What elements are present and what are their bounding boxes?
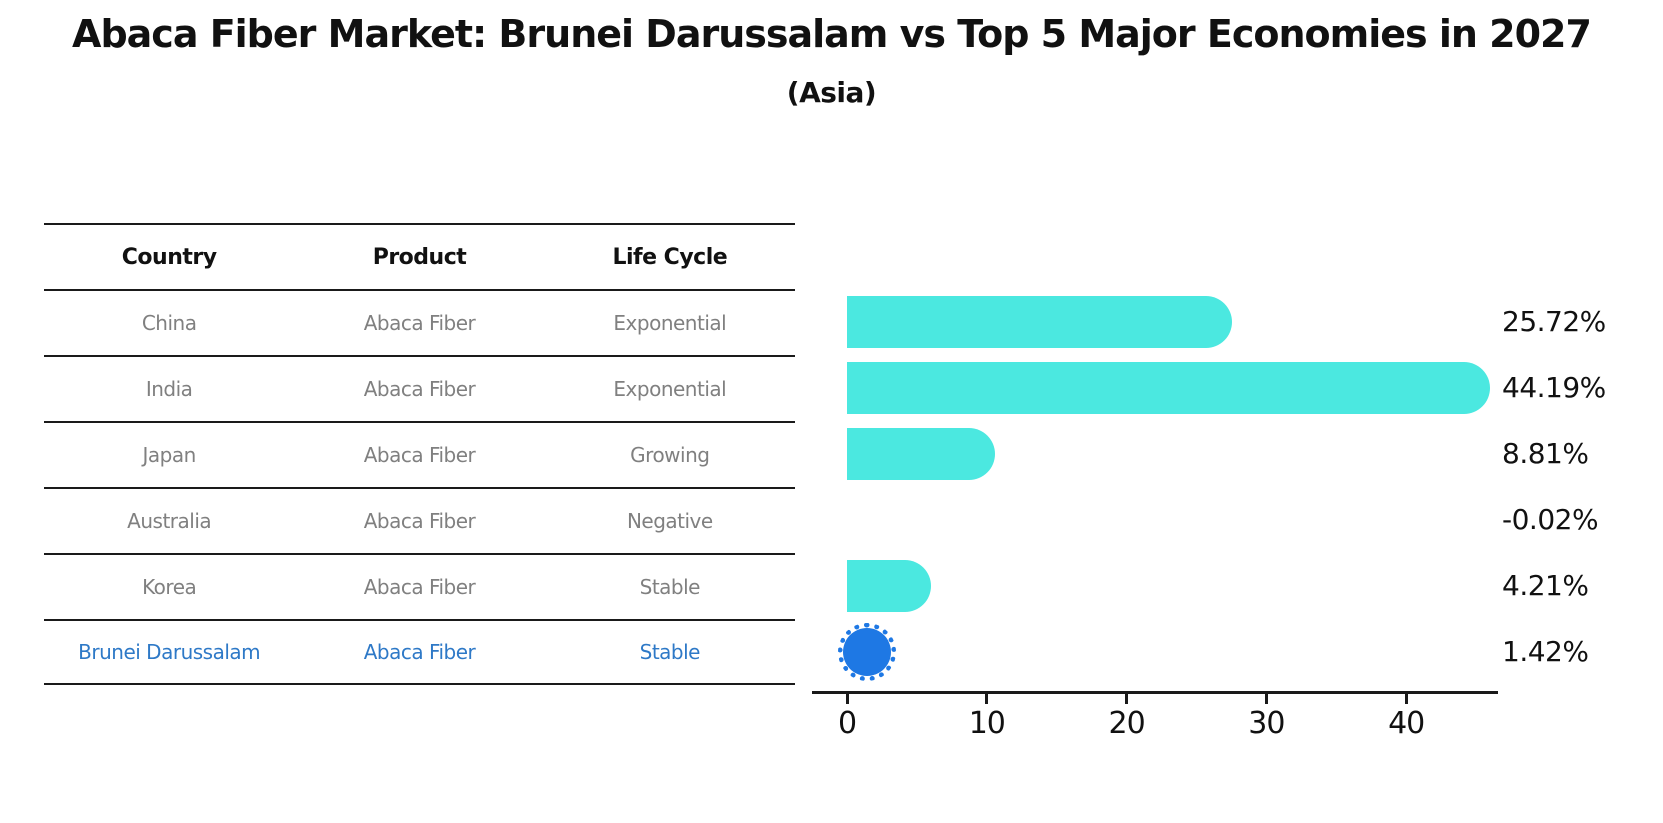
cell-life-cycle: Exponential <box>613 311 727 335</box>
cell-country: Korea <box>142 575 197 599</box>
bar-china <box>847 296 1232 348</box>
x-axis-tick-mark <box>1125 694 1129 704</box>
cell-life-cycle: Growing <box>630 443 710 467</box>
country-table: Country Product Life Cycle China Abaca F… <box>44 223 795 685</box>
table-row-china: China Abaca Fiber Exponential <box>44 289 795 355</box>
column-header-product: Product <box>372 244 467 270</box>
table-header-row: Country Product Life Cycle <box>44 223 795 289</box>
value-label-china: 25.72% <box>1502 305 1606 338</box>
x-axis-line <box>812 691 1498 694</box>
cell-country: India <box>145 377 193 401</box>
cell-country: Brunei Darussalam <box>78 640 261 664</box>
bar-japan <box>847 428 996 480</box>
table-row-india: India Abaca Fiber Exponential <box>44 355 795 421</box>
cell-life-cycle: Stable <box>639 640 701 664</box>
value-label-korea: 4.21% <box>1502 569 1589 602</box>
x-axis-tick-mark <box>845 694 849 704</box>
value-label-australia: -0.02% <box>1502 503 1599 536</box>
value-label-brunei-darussalam: 1.42% <box>1502 635 1589 668</box>
cell-country: Japan <box>142 443 197 467</box>
table-row-korea: Korea Abaca Fiber Stable <box>44 553 795 619</box>
cell-country: Australia <box>127 509 212 533</box>
x-axis-tick-label: 40 <box>1388 706 1425 741</box>
x-axis-tick-label: 20 <box>1108 706 1146 741</box>
chart-subtitle: (Asia) <box>786 76 877 109</box>
cell-country: China <box>141 311 197 335</box>
x-axis-tick-label: 10 <box>968 706 1006 741</box>
x-axis-tick-label: 30 <box>1248 706 1285 741</box>
x-axis-tick-mark <box>1404 694 1408 704</box>
x-axis-tick-mark <box>985 694 989 704</box>
cell-product: Abaca Fiber <box>363 443 476 467</box>
table-row-australia: Australia Abaca Fiber Negative <box>44 487 795 553</box>
cell-product: Abaca Fiber <box>363 377 476 401</box>
table-row-brunei-darussalam: Brunei Darussalam Abaca Fiber Stable <box>44 619 795 685</box>
cell-life-cycle: Exponential <box>613 377 727 401</box>
bar-brunei-darussalam <box>838 623 896 681</box>
bar-korea <box>847 560 931 612</box>
cell-product: Abaca Fiber <box>363 311 476 335</box>
table-row-japan: Japan Abaca Fiber Growing <box>44 421 795 487</box>
cell-product: Abaca Fiber <box>363 640 476 664</box>
x-axis-tick-mark <box>1264 694 1268 704</box>
x-axis-tick-label: 0 <box>837 706 857 741</box>
bar-india <box>847 362 1490 414</box>
value-label-india: 44.19% <box>1502 371 1606 404</box>
cell-life-cycle: Negative <box>626 509 713 533</box>
chart-title: Abaca Fiber Market: Brunei Darussalam vs… <box>72 12 1592 56</box>
cell-life-cycle: Stable <box>639 575 701 599</box>
value-label-japan: 8.81% <box>1502 437 1589 470</box>
column-header-life-cycle: Life Cycle <box>612 244 728 270</box>
cell-product: Abaca Fiber <box>363 509 476 533</box>
cell-product: Abaca Fiber <box>363 575 476 599</box>
column-header-country: Country <box>121 244 217 270</box>
